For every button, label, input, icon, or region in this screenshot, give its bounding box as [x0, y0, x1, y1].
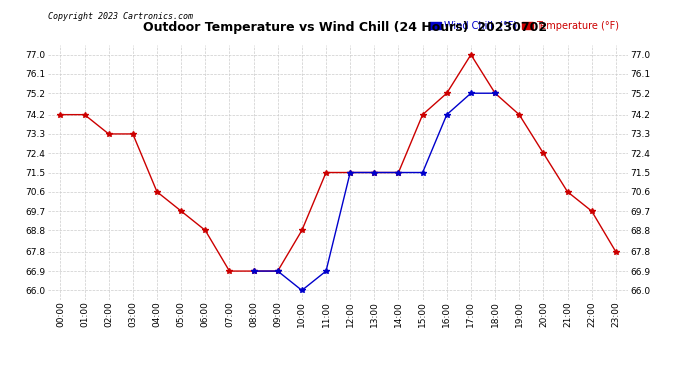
Text: Copyright 2023 Cartronics.com: Copyright 2023 Cartronics.com — [48, 12, 193, 21]
Legend: Wind Chill  (°F), Temperature (°F): Wind Chill (°F), Temperature (°F) — [425, 17, 623, 34]
Text: Outdoor Temperature vs Wind Chill (24 Hours)  20230702: Outdoor Temperature vs Wind Chill (24 Ho… — [143, 21, 547, 34]
